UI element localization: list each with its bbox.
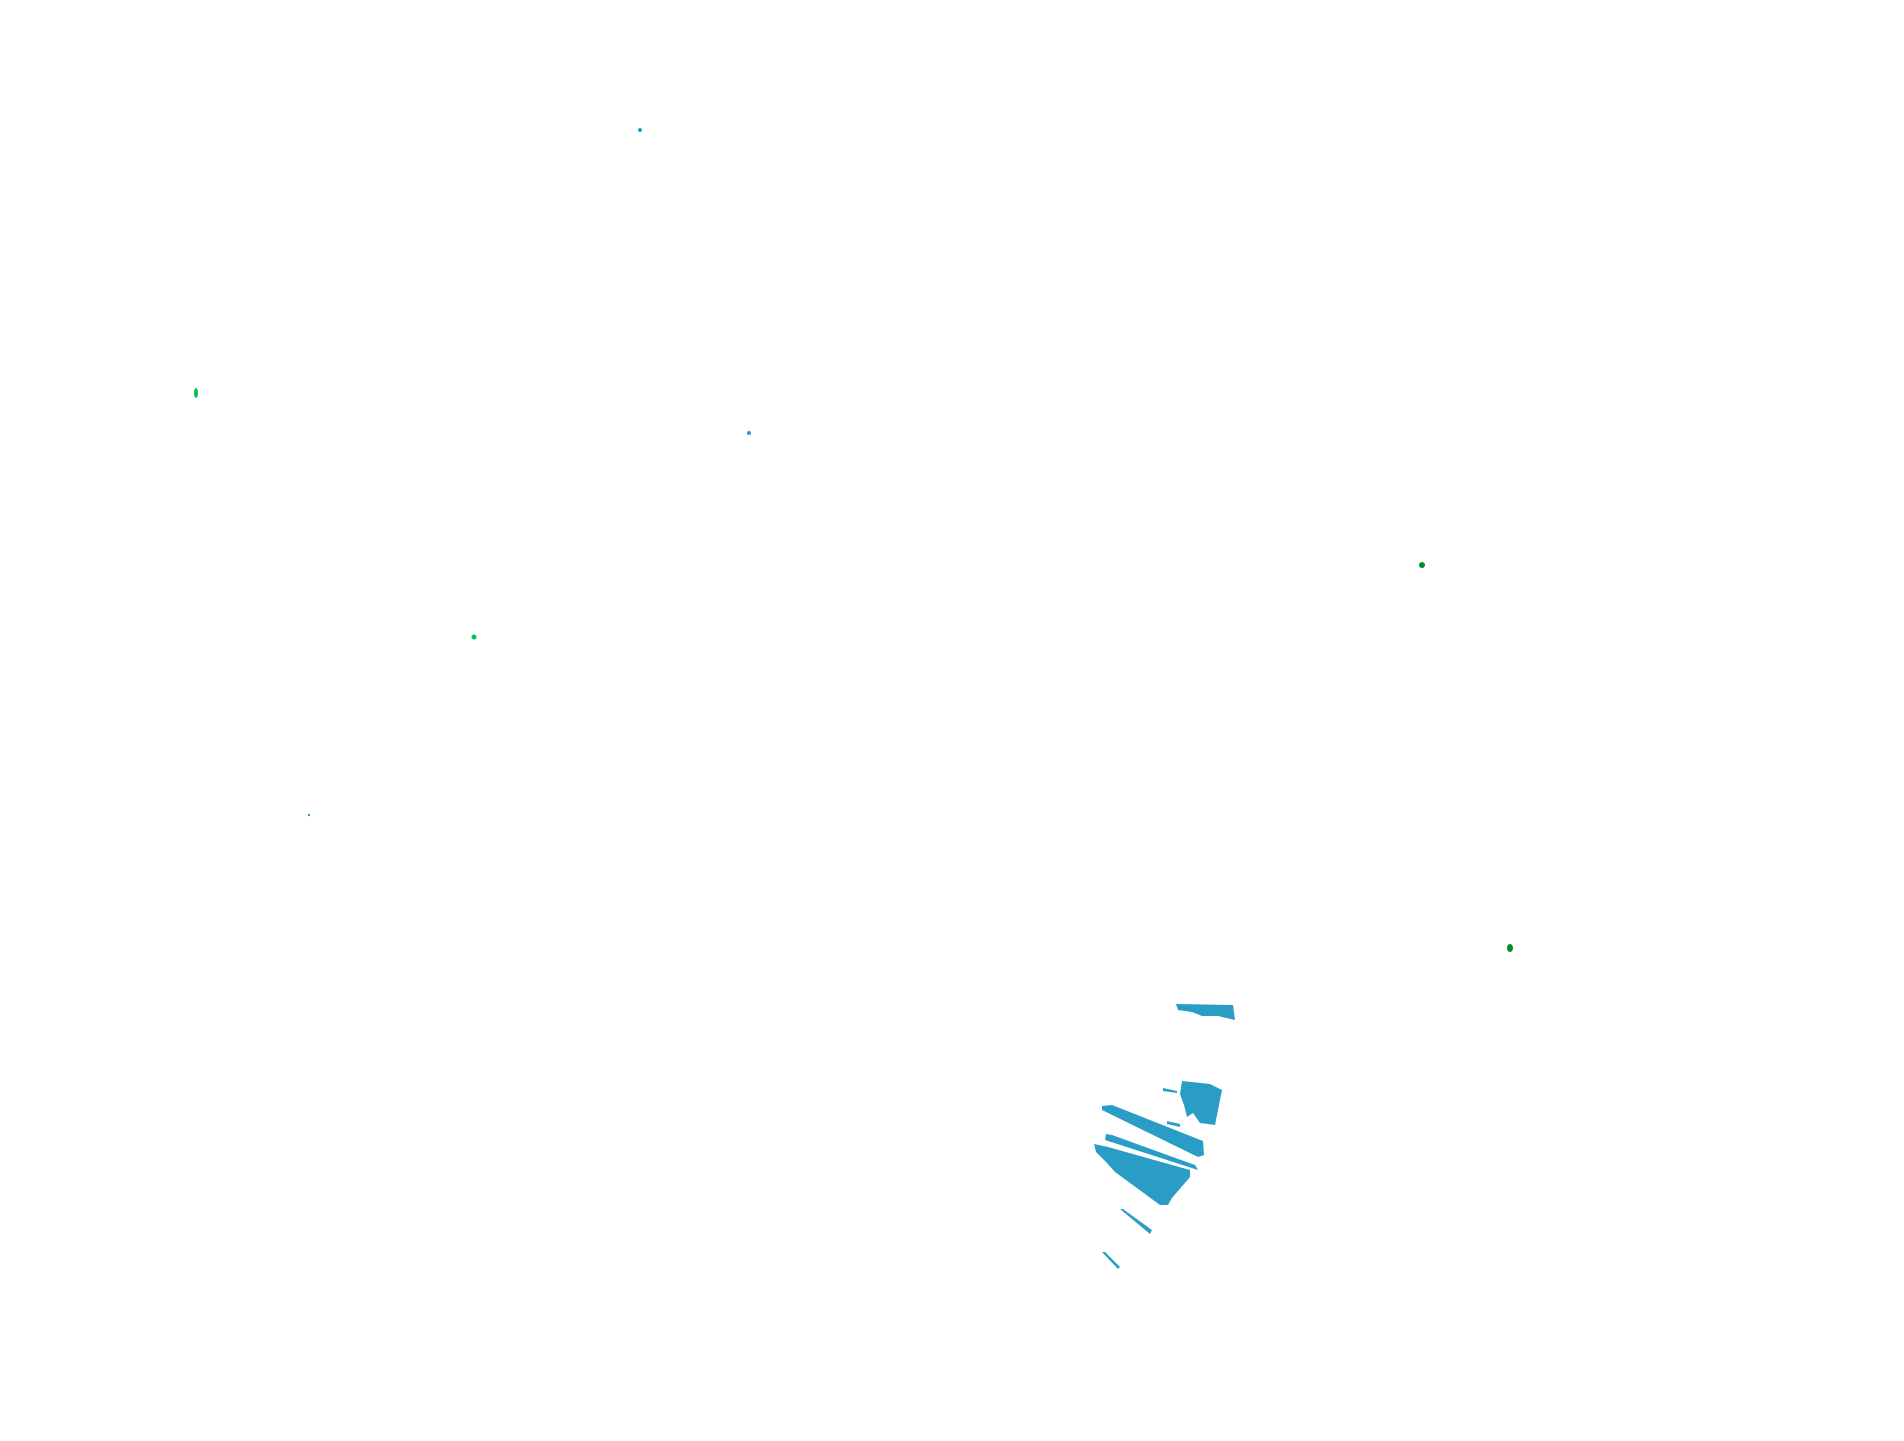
cluster-segment-fragment	[1167, 1121, 1180, 1127]
scatter-point	[471, 634, 477, 640]
scatter-point	[638, 128, 642, 132]
scatter-point	[307, 813, 311, 817]
cluster-segment-mid-strip	[1105, 1134, 1198, 1170]
scatter-point	[194, 388, 198, 398]
cluster-segment-fragment	[1163, 1088, 1177, 1093]
point-cluster	[1094, 1004, 1235, 1269]
cluster-segment-upper-block	[1180, 1081, 1222, 1125]
cluster-segment-long-strip	[1102, 1105, 1204, 1157]
scatter-point	[747, 431, 751, 435]
cluster-segment-thin-line-1	[1120, 1209, 1152, 1234]
cluster-segment-thin-line-2	[1102, 1252, 1120, 1269]
scatter-point	[1419, 562, 1425, 568]
cluster-segment-top	[1176, 1004, 1235, 1020]
scatter-point	[1507, 944, 1513, 952]
cluster-segment-main-block	[1094, 1144, 1190, 1205]
